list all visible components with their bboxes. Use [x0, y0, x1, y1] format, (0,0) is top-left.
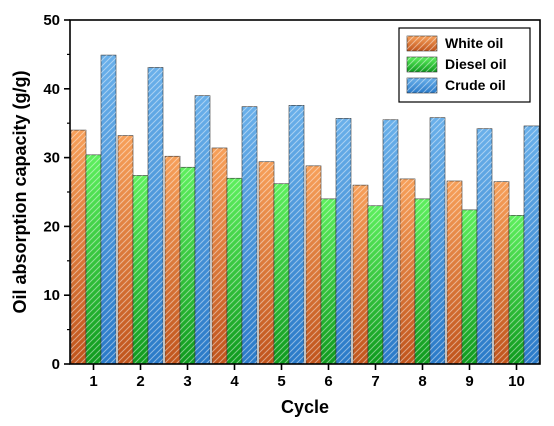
bar-crude-oil-cycle-1 — [100, 54, 117, 365]
bar-crude-oil-cycle-4 — [241, 106, 258, 365]
y-axis-title: Oil absorption capacity (g/g) — [10, 70, 30, 313]
bar-crude-oil-cycle-3 — [194, 95, 211, 365]
x-tick-label: 7 — [371, 373, 379, 390]
bar-diesel-oil-cycle-8 — [414, 198, 431, 365]
x-tick-label: 8 — [418, 373, 426, 390]
y-tick-label: 40 — [43, 81, 60, 98]
y-tick-label: 0 — [52, 356, 60, 373]
bar-white-oil-cycle-2 — [117, 135, 134, 365]
bar-crude-oil-cycle-2 — [147, 67, 164, 365]
bar-diesel-oil-cycle-3 — [179, 166, 196, 365]
bar-crude-oil-cycle-6 — [335, 118, 352, 365]
bar-diesel-oil-cycle-10 — [508, 215, 525, 365]
bar-white-oil-cycle-1 — [70, 129, 87, 365]
bar-crude-oil-cycle-7 — [382, 119, 399, 365]
legend-label-white-oil: White oil — [445, 35, 503, 51]
bar-crude-oil-cycle-8 — [429, 117, 446, 365]
bar-white-oil-cycle-10 — [493, 181, 510, 365]
x-tick-label: 9 — [465, 373, 473, 390]
legend-label-diesel-oil: Diesel oil — [445, 56, 506, 72]
x-tick-label: 5 — [277, 373, 285, 390]
legend-swatch-hatch-white-oil — [407, 36, 437, 51]
x-tick-label: 2 — [136, 373, 144, 390]
legend-label-crude-oil: Crude oil — [445, 77, 506, 93]
bar-crude-oil-cycle-5 — [288, 105, 305, 365]
legend-swatch-hatch-diesel-oil — [407, 57, 437, 72]
x-tick-label: 3 — [183, 373, 191, 390]
bar-diesel-oil-cycle-4 — [226, 177, 243, 365]
x-axis-title: Cycle — [281, 397, 329, 417]
y-tick-label: 10 — [43, 287, 60, 304]
bar-white-oil-cycle-3 — [164, 155, 181, 365]
x-tick-label: 10 — [508, 373, 525, 390]
y-tick-label: 50 — [43, 12, 60, 29]
bar-crude-oil-cycle-9 — [476, 128, 493, 365]
bar-crude-oil-cycle-10 — [523, 125, 540, 365]
bar-white-oil-cycle-5 — [258, 161, 275, 365]
x-tick-label: 6 — [324, 373, 332, 390]
bar-white-oil-cycle-9 — [446, 180, 463, 365]
bar-diesel-oil-cycle-1 — [85, 154, 102, 365]
bar-diesel-oil-cycle-2 — [132, 175, 149, 365]
bar-diesel-oil-cycle-7 — [367, 205, 384, 365]
bar-diesel-oil-cycle-6 — [320, 198, 337, 365]
bar-diesel-oil-cycle-5 — [273, 183, 290, 365]
x-tick-label: 1 — [89, 373, 97, 390]
x-tick-label: 4 — [230, 373, 239, 390]
y-tick-label: 20 — [43, 218, 60, 235]
legend: White oil Diesel oil Crude oil — [398, 27, 531, 103]
bar-white-oil-cycle-4 — [211, 147, 228, 365]
bar-diesel-oil-cycle-9 — [461, 209, 478, 365]
legend-swatch-hatch-crude-oil — [407, 78, 437, 93]
bar-white-oil-cycle-7 — [352, 184, 369, 365]
bar-white-oil-cycle-8 — [399, 178, 416, 365]
y-tick-label: 30 — [43, 150, 60, 167]
bar-white-oil-cycle-6 — [305, 165, 322, 365]
axes-group: 0 10 20 30 40 50 1 2 3 4 5 6 7 8 9 10 — [43, 12, 541, 390]
